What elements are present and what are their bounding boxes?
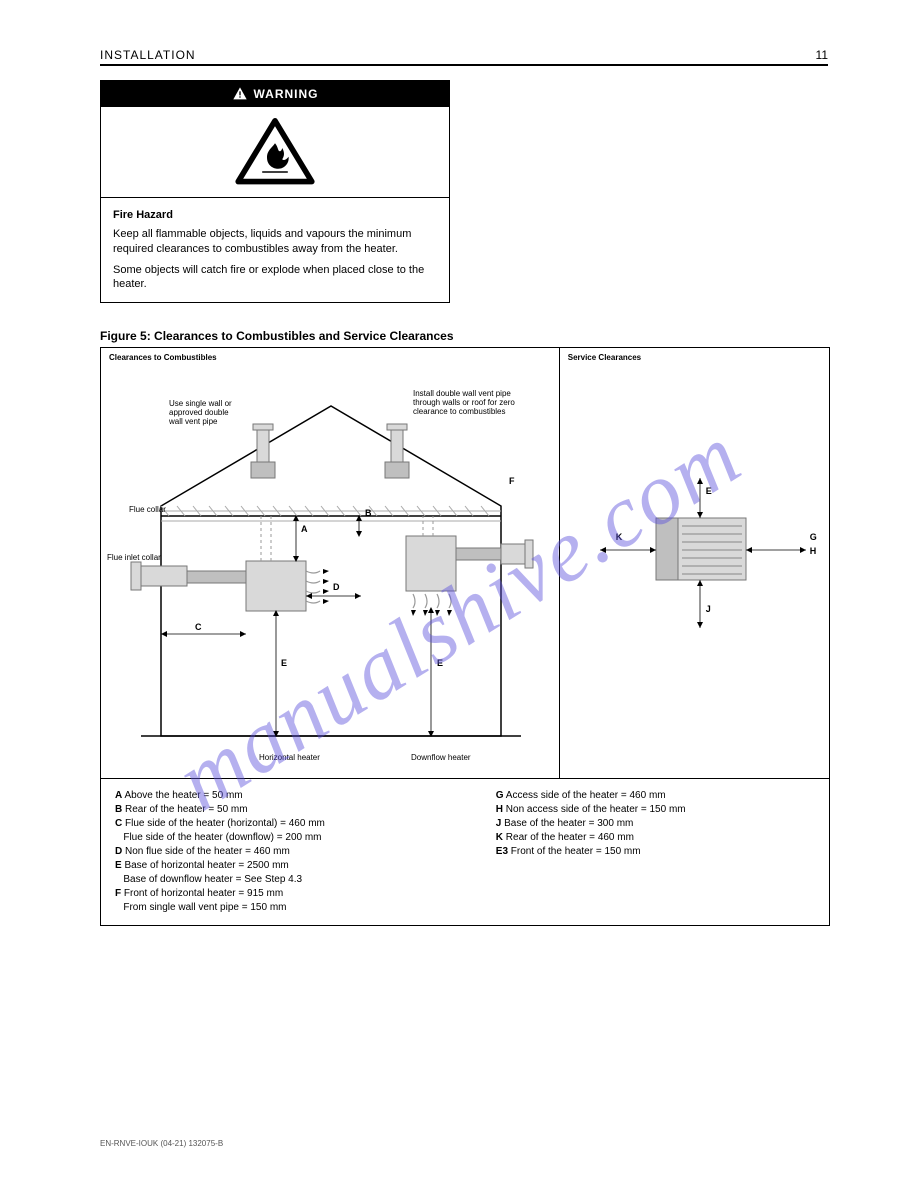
label-flue-collar: Flue collar <box>129 506 185 515</box>
figure-caption: Clearances to Combustibles and Service C… <box>154 329 453 343</box>
label-downflow: Downflow heater <box>411 754 471 763</box>
dim-E-left: E <box>281 658 287 668</box>
legend-col-2: G Access side of the heater = 460 mm H N… <box>496 789 804 859</box>
legend-row: K Rear of the heater = 460 mm <box>496 831 804 845</box>
warning-line-2: Some objects will catch fire or explode … <box>113 263 437 293</box>
legend-row: G Access side of the heater = 460 mm <box>496 789 804 803</box>
figure-legend: A Above the heater = 50 mm B Rear of the… <box>101 778 829 925</box>
svc-K: K <box>616 532 623 542</box>
label-approved-pipe: Use single wall or approved double wall … <box>169 400 239 426</box>
legend-col-1: A Above the heater = 50 mm B Rear of the… <box>115 789 493 915</box>
header-row: INSTALLATION 11 <box>100 48 828 66</box>
legend-row: B Rear of the heater = 50 mm <box>115 803 493 817</box>
warning-header: WARNING <box>101 81 449 107</box>
legend-row: J Base of the heater = 300 mm <box>496 817 804 831</box>
alert-icon <box>232 86 248 102</box>
figure-title: Figure 5: Clearances to Combustibles and… <box>100 329 828 343</box>
dim-B: B <box>365 508 372 518</box>
header-section: INSTALLATION <box>100 48 196 62</box>
svc-G: G <box>810 532 817 542</box>
dim-D: D <box>333 582 340 592</box>
footer-text: EN-RNVE-IOUK (04-21) 132075-B <box>100 1139 828 1148</box>
header-page-number: 11 <box>816 48 828 62</box>
left-panel-title: Clearances to Combustibles <box>109 354 217 363</box>
figure-frame: Clearances to Combustibles <box>100 347 830 926</box>
legend-row: C Flue side of the heater (horizontal) =… <box>115 817 493 831</box>
label-install-zero: Install double wall vent pipe through wa… <box>413 390 533 416</box>
label-horizontal: Horizontal heater <box>259 754 320 763</box>
svc-J: J <box>706 604 711 614</box>
legend-row: A Above the heater = 50 mm <box>115 789 493 803</box>
legend-row: D Non flue side of the heater = 460 mm <box>115 845 493 859</box>
warning-line-1: Keep all flammable objects, liquids and … <box>113 227 437 257</box>
dim-E-right: E <box>437 658 443 668</box>
legend-row: Flue side of the heater (downflow) = 200… <box>115 831 493 845</box>
legend-row: E Base of horizontal heater = 2500 mm <box>115 859 493 873</box>
dim-C: C <box>195 622 202 632</box>
figure-top-row: Clearances to Combustibles <box>101 348 829 778</box>
figure-left-panel: Clearances to Combustibles <box>101 348 560 778</box>
figure-number: 5: <box>140 329 151 343</box>
figure-wrap: Figure 5: Clearances to Combustibles and… <box>100 329 828 926</box>
svc-E: E <box>706 486 712 496</box>
figure-label: Figure <box>100 329 140 343</box>
service-diagram <box>560 378 830 738</box>
right-panel-title: Service Clearances <box>568 354 641 363</box>
warning-icon-row <box>101 107 449 198</box>
warning-box: WARNING Fire Hazard Keep all flammable o… <box>100 80 450 303</box>
legend-row: E3 Front of the heater = 150 mm <box>496 845 804 859</box>
fire-hazard-icon <box>235 117 315 187</box>
figure-right-panel: Service Clearances <box>560 348 829 778</box>
legend-row: H Non access side of the heater = 150 mm <box>496 803 804 817</box>
warning-heading: Fire Hazard <box>113 208 437 223</box>
svc-H: H <box>810 546 817 556</box>
legend-row: F Front of horizontal heater = 915 mm <box>115 887 493 901</box>
page: INSTALLATION 11 WARNING Fire Hazard Keep… <box>0 0 918 1188</box>
warning-title: WARNING <box>254 87 319 101</box>
dim-F: F <box>509 476 515 486</box>
legend-row: Base of downflow heater = See Step 4.3 <box>115 873 493 887</box>
label-flue-inlet-collar: Flue inlet collar <box>107 554 165 563</box>
warning-text: Fire Hazard Keep all flammable objects, … <box>101 198 449 302</box>
dim-A: A <box>301 524 308 534</box>
legend-row: From single wall vent pipe = 150 mm <box>115 901 493 915</box>
